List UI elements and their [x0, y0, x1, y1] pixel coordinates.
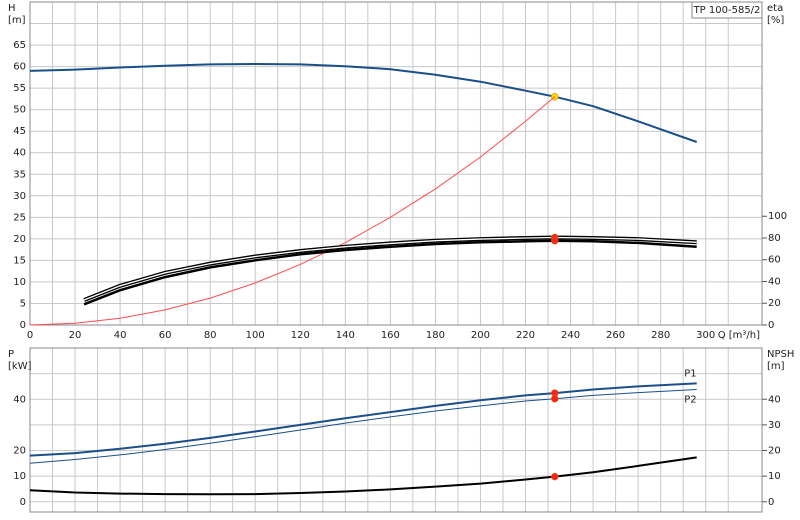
curve-core — [83, 236, 697, 301]
y2-tick-label: 100 — [768, 211, 787, 222]
title-box — [691, 1, 763, 19]
y-axis-label: [kW] — [8, 361, 32, 372]
y-tick-label: 10 — [13, 277, 26, 288]
y-tick-label: 30 — [13, 191, 26, 202]
y2-tick-label: 40 — [768, 276, 781, 287]
y-tick-label: 35 — [13, 169, 26, 180]
y-tick-label: 55 — [13, 83, 26, 94]
y2-tick-label: 40 — [768, 394, 781, 405]
x-tick-label: 160 — [381, 330, 400, 341]
curve — [29, 456, 697, 496]
curve — [83, 239, 697, 306]
x-tick-label: 200 — [471, 330, 490, 341]
chart-title: TP 100-585/2 — [693, 5, 761, 16]
x-tick-label: 60 — [159, 330, 172, 341]
y-tick-label: 0 — [20, 497, 26, 508]
y-axis-label: P — [8, 349, 14, 360]
y-tick-label: 25 — [13, 212, 26, 223]
y2-tick-label: 20 — [768, 298, 781, 309]
curve — [29, 62, 698, 143]
y-tick-label: 5 — [20, 298, 26, 309]
x-tick-label: 220 — [516, 330, 535, 341]
y-tick-label: 20 — [13, 446, 26, 457]
y-axis-label: [m] — [8, 15, 26, 26]
curve — [29, 96, 556, 326]
y2-tick-label: 10 — [768, 471, 781, 482]
x-tick-label: 120 — [291, 330, 310, 341]
x-tick-label: 180 — [426, 330, 445, 341]
x-tick-label: 0 — [27, 330, 33, 341]
y-axis-label: H — [8, 3, 16, 14]
curve — [29, 382, 697, 457]
x-tick-label: 140 — [336, 330, 355, 341]
operating-point — [551, 394, 559, 403]
x-tick-label: 40 — [114, 330, 127, 341]
y-tick-label: 65 — [13, 40, 26, 51]
y2-tick-label: 0 — [768, 320, 774, 331]
y-tick-label: 15 — [13, 255, 26, 266]
x-axis-label: Q [m³/h] — [718, 330, 760, 341]
y2-axis-label: NPSH — [767, 349, 794, 360]
y-tick-label: 40 — [13, 394, 26, 405]
y-tick-label: 50 — [13, 105, 26, 116]
y2-axis-label: eta — [767, 3, 783, 14]
operating-point — [551, 236, 559, 245]
operating-point — [551, 472, 559, 481]
y-tick-label: 0 — [20, 320, 26, 331]
x-tick-label: 280 — [651, 330, 670, 341]
curve — [29, 389, 697, 464]
y-tick-label: 60 — [13, 62, 26, 73]
y2-tick-label: 30 — [768, 420, 781, 431]
y2-axis-label: [%] — [767, 15, 784, 26]
y-tick-label: 10 — [13, 471, 26, 482]
legend-label: P2 — [684, 395, 696, 406]
x-tick-label: 300 — [696, 330, 715, 341]
plot-frame — [29, 347, 763, 513]
y-tick-label: 20 — [13, 234, 26, 245]
x-tick-label: 240 — [561, 330, 580, 341]
x-tick-label: 20 — [69, 330, 82, 341]
y2-tick-label: 20 — [768, 446, 781, 457]
x-tick-label: 100 — [246, 330, 265, 341]
legend-label: P1 — [684, 368, 696, 379]
x-tick-label: 260 — [606, 330, 625, 341]
y2-tick-label: 80 — [768, 233, 781, 244]
y-tick-label: 45 — [13, 126, 26, 137]
y2-axis-label: [m] — [767, 361, 785, 372]
plot-frame — [29, 1, 763, 326]
y2-tick-label: 0 — [768, 497, 774, 508]
y-tick-label: 40 — [13, 148, 26, 159]
x-tick-label: 80 — [204, 330, 217, 341]
y2-tick-label: 60 — [768, 255, 781, 266]
